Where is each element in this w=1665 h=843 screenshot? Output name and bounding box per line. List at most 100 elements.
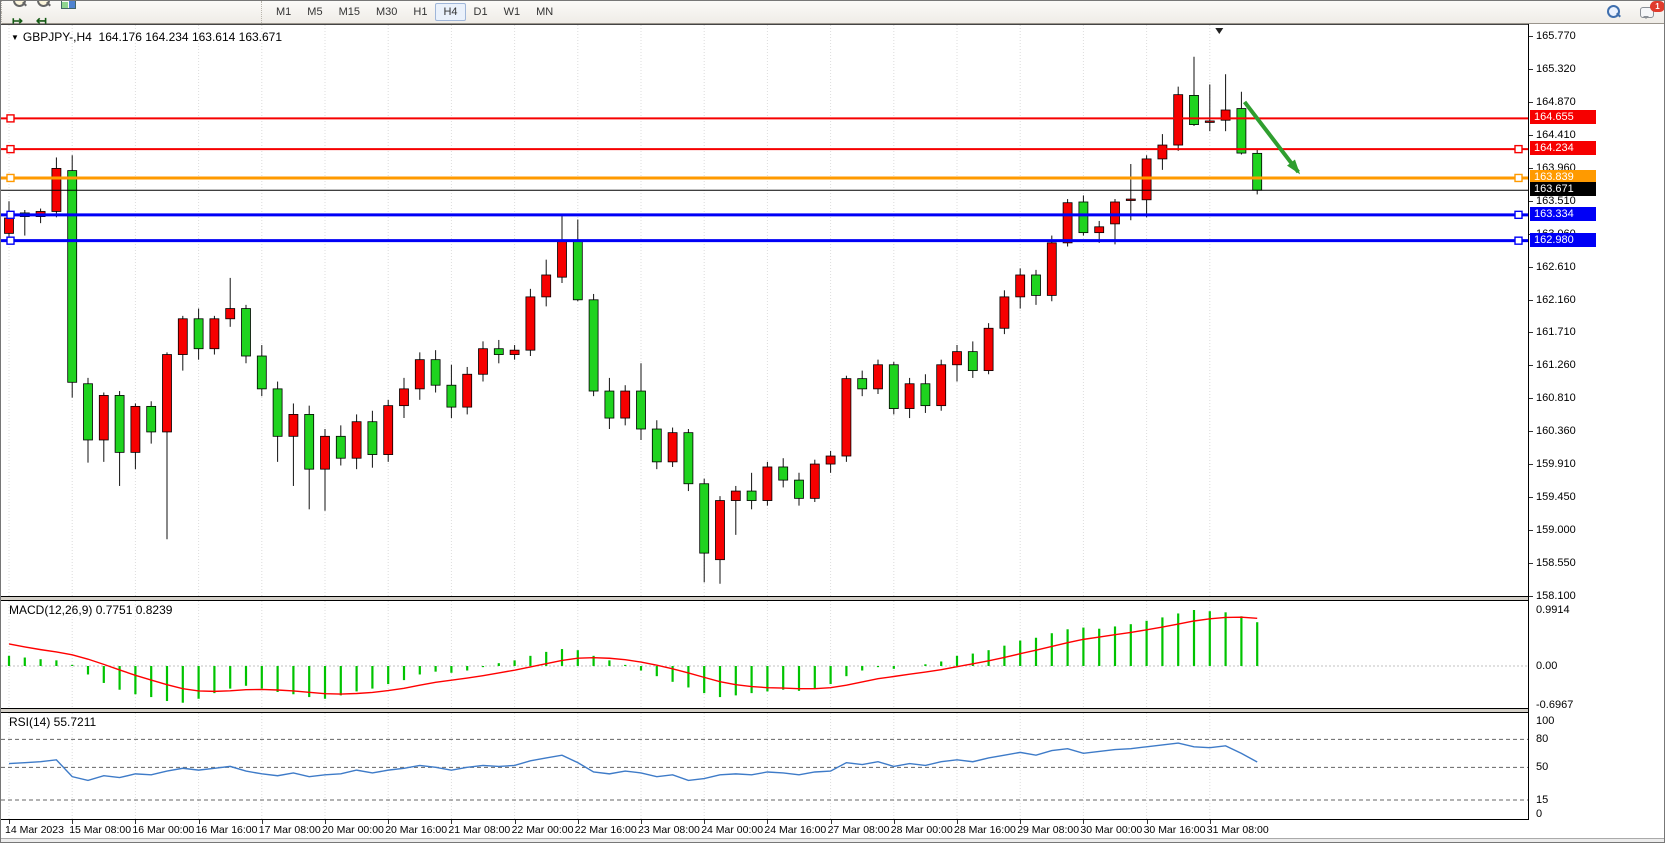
zoom-out-button[interactable] <box>32 1 56 10</box>
tile-windows-button[interactable] <box>56 1 80 10</box>
date-tick-label: 30 Mar 16:00 <box>1143 824 1206 836</box>
macd-axis-label: 0.9914 <box>1536 603 1570 616</box>
tile-windows-icon <box>60 1 76 9</box>
date-tick-label: 24 Mar 00:00 <box>701 824 764 836</box>
date-tick <box>1083 820 1085 824</box>
price-tick <box>1529 463 1533 465</box>
zoom-in-icon <box>12 1 28 9</box>
date-tick <box>1209 820 1211 824</box>
date-tick <box>9 820 10 824</box>
date-tick-label: 17 Mar 08:00 <box>258 824 321 836</box>
date-tick-label: 14 Mar 2023 <box>5 824 64 836</box>
price-tick <box>1529 36 1533 37</box>
zoom-out-icon <box>36 1 52 9</box>
price-tick <box>1529 135 1533 137</box>
rsi-panel[interactable] <box>1 713 1529 820</box>
rsi-axis-label: 50 <box>1536 761 1549 774</box>
price-tick <box>1529 530 1533 532</box>
timeframe-h1-button[interactable]: H1 <box>405 3 435 21</box>
date-tick-label: 20 Mar 16:00 <box>385 824 448 836</box>
date-tick <box>1020 820 1022 824</box>
price-tick-label: 165.320 <box>1536 62 1576 75</box>
timeframe-group: M1 M5 M15 M30 H1 H4 D1 W1 MN <box>261 1 564 23</box>
price-tick <box>1529 595 1533 597</box>
date-tick <box>704 820 706 824</box>
date-tick-label: 16 Mar 00:00 <box>132 824 195 836</box>
price-tick-label: 164.870 <box>1536 95 1576 108</box>
timeframe-mn-button[interactable]: MN <box>528 3 561 21</box>
macd-panel[interactable] <box>1 601 1529 708</box>
price-tick <box>1529 299 1533 301</box>
timeframe-m30-button[interactable]: M30 <box>368 3 405 21</box>
price-axis[interactable]: 165.770 165.320 164.870 164.410 163.960 163.5… <box>1529 24 1664 820</box>
price-axis-border <box>1528 24 1529 837</box>
date-tick <box>261 820 263 824</box>
date-tick-label: 29 Mar 08:00 <box>1017 824 1080 836</box>
date-tick <box>577 820 579 824</box>
date-tick <box>957 820 958 824</box>
panel-splitter[interactable] <box>1 596 1664 601</box>
price-tick-label: 160.810 <box>1536 392 1576 405</box>
timeframe-w1-button[interactable]: W1 <box>496 3 529 21</box>
rsi-axis-label: 80 <box>1536 733 1549 746</box>
price-chart-panel[interactable] <box>1 24 1529 597</box>
search-icon <box>1606 4 1622 20</box>
window-bottom-edge <box>1 838 1664 842</box>
panel-splitter[interactable] <box>1 708 1664 713</box>
timeframe-m15-button[interactable]: M15 <box>331 3 368 21</box>
date-tick <box>198 820 200 824</box>
price-tick <box>1529 497 1533 499</box>
zoom-in-button[interactable] <box>8 1 32 10</box>
price-tick-label: 160.360 <box>1536 424 1576 437</box>
date-tick <box>767 820 769 824</box>
timeframe-d1-button[interactable]: D1 <box>466 3 496 21</box>
date-tick <box>388 820 390 824</box>
price-tick-label: 165.770 <box>1536 30 1576 42</box>
chart-title: ▼ GBPJPY-,H4 164.176 164.234 163.614 163.… <box>11 30 282 44</box>
date-tick <box>135 820 137 824</box>
price-tick-label: 164.410 <box>1536 129 1576 142</box>
timeframe-m1-button[interactable]: M1 <box>268 3 299 21</box>
price-tick-label: 162.610 <box>1536 260 1576 273</box>
chat-button[interactable]: 1 <box>1636 1 1664 21</box>
price-line-label: 162.980 <box>1530 232 1596 247</box>
rsi-axis-label: 100 <box>1536 714 1555 727</box>
timeframe-h4-button[interactable]: H4 <box>435 3 466 21</box>
date-tick-label: 24 Mar 16:00 <box>764 824 827 836</box>
date-tick-label: 22 Mar 00:00 <box>511 824 574 836</box>
search-button[interactable] <box>1602 3 1626 21</box>
timeframe-m5-button[interactable]: M5 <box>299 3 330 21</box>
price-tick <box>1529 168 1533 170</box>
macd-axis-label: 0.00 <box>1536 660 1558 672</box>
date-tick-label: 30 Mar 00:00 <box>1080 824 1143 836</box>
chart-symbol: GBPJPY-,H4 <box>22 30 92 44</box>
date-tick-label: 28 Mar 00:00 <box>890 824 953 836</box>
price-tick-label: 162.160 <box>1536 293 1576 306</box>
price-line-label: 163.334 <box>1530 206 1596 221</box>
date-axis[interactable]: 14 Mar 2023 15 Mar 08:00 16 Mar 00:00 16 Ma… <box>1 820 1664 838</box>
chart-menu-triangle-icon[interactable]: ▼ <box>11 33 19 42</box>
date-tick <box>641 820 642 824</box>
date-tick <box>893 820 895 824</box>
price-tick <box>1529 332 1533 334</box>
macd-indicator-label: MACD(12,26,9) 0.7751 0.8239 <box>9 603 173 617</box>
date-tick <box>514 820 516 824</box>
date-tick-label: 31 Mar 08:00 <box>1206 824 1269 836</box>
date-tick-label: 28 Mar 16:00 <box>954 824 1016 836</box>
notification-badge: 1 <box>1650 1 1664 12</box>
date-tick-label: 21 Mar 08:00 <box>448 824 511 836</box>
chat-icon <box>1640 4 1656 20</box>
date-tick <box>325 820 326 824</box>
price-tick-label: 158.100 <box>1536 589 1576 602</box>
date-tick-label: 23 Mar 08:00 <box>638 824 700 836</box>
price-tick-label: 163.510 <box>1536 194 1576 207</box>
price-tick <box>1529 430 1533 432</box>
price-tick-label: 161.260 <box>1536 359 1576 372</box>
date-tick <box>1146 820 1148 824</box>
date-tick-label: 27 Mar 08:00 <box>827 824 890 836</box>
price-tick <box>1529 365 1533 367</box>
macd-canvas <box>1 601 1528 708</box>
date-tick-label: 20 Mar 00:00 <box>322 824 384 836</box>
date-tick <box>72 820 74 824</box>
